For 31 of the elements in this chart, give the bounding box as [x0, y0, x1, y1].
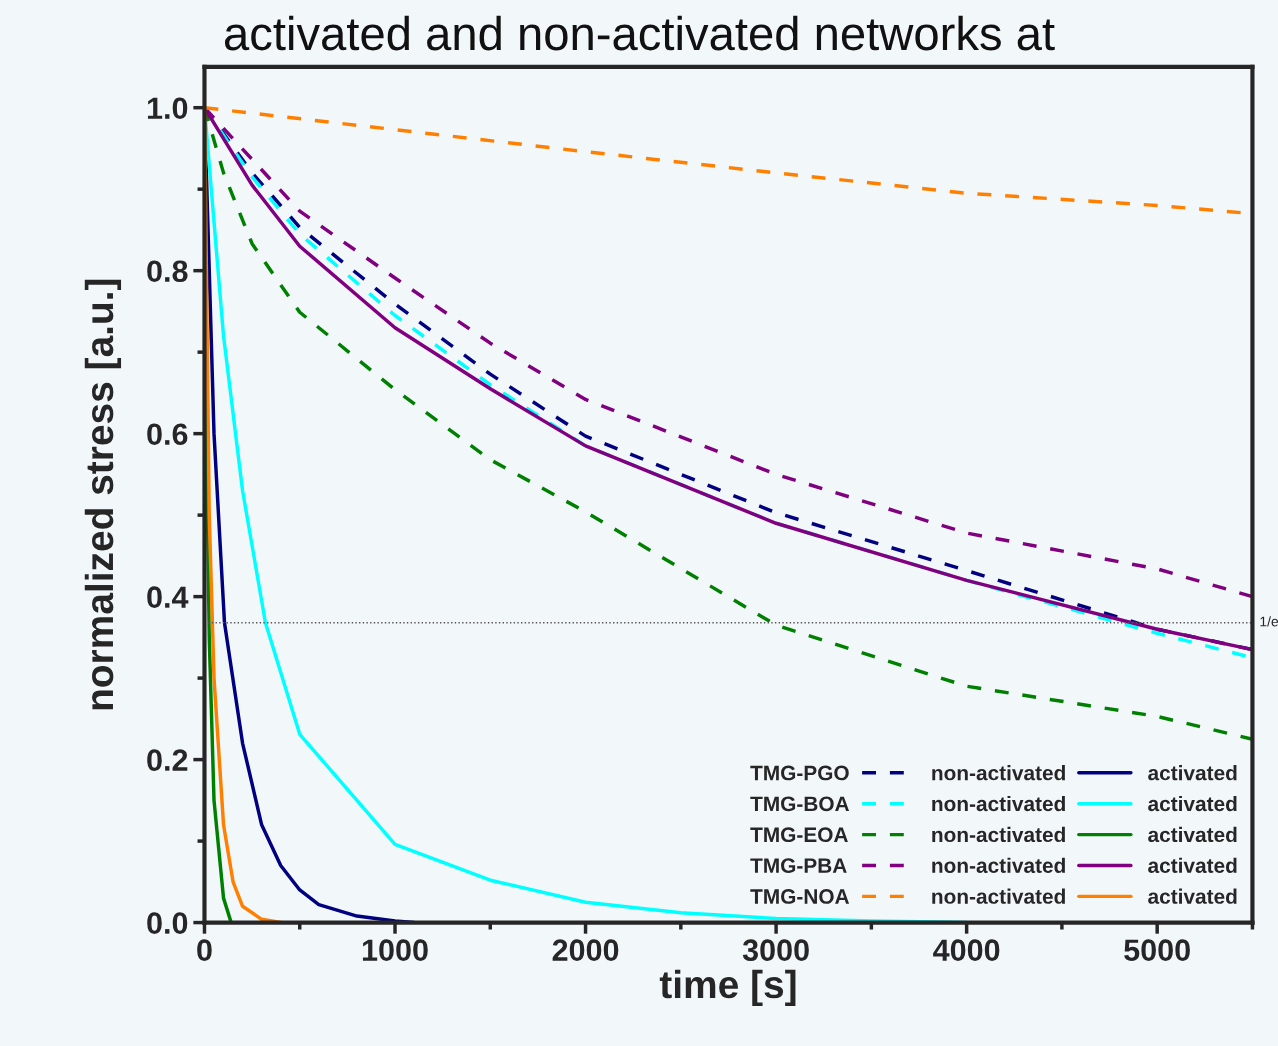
- annotation: TMG-EOA: [750, 827, 848, 843]
- x-tick-label: 1000: [362, 939, 428, 961]
- ref-line-label: 1/e: [1260, 616, 1278, 627]
- x-tick-label: 3000: [742, 939, 809, 962]
- y-tick-label: 0.6: [147, 423, 188, 446]
- x-tick-label: 2000: [552, 939, 619, 961]
- chart-title: activated and non-activated networks at: [224, 15, 1055, 51]
- annotation: TMG-NOA: [750, 889, 850, 904]
- legend-label: non-activated: [932, 765, 1065, 781]
- legend-label: activated: [1148, 795, 1237, 812]
- legend-label: non-activated: [932, 826, 1065, 843]
- y-tick-label: 0.8: [147, 260, 188, 283]
- y-axis-title: normalized stress [a.u.]: [84, 279, 122, 710]
- x-axis-title: time [s]: [659, 969, 796, 1007]
- legend-label: activated: [1148, 765, 1237, 781]
- legend-label: non-activated: [932, 857, 1065, 873]
- y-tick-label: 0.0: [147, 912, 188, 934]
- x-tick-label: 5000: [1124, 939, 1190, 961]
- x-tick-label: 4000: [933, 939, 1000, 961]
- legend-label: activated: [1148, 826, 1237, 843]
- annotation: TMG-BOA: [750, 796, 850, 812]
- annotation: TMG-PBA: [750, 858, 847, 873]
- y-tick-label: 1.0: [147, 97, 188, 120]
- y-tick-label: 0.2: [147, 749, 188, 771]
- legend-label: activated: [1148, 857, 1237, 873]
- y-tick-label: 0.4: [147, 586, 189, 608]
- legend-label: activated: [1148, 888, 1237, 904]
- annotation: TMG-PGO: [750, 765, 849, 781]
- legend-label: non-activated: [932, 888, 1065, 904]
- legend-label: non-activated: [932, 795, 1065, 812]
- x-tick-label: 0: [197, 939, 212, 961]
